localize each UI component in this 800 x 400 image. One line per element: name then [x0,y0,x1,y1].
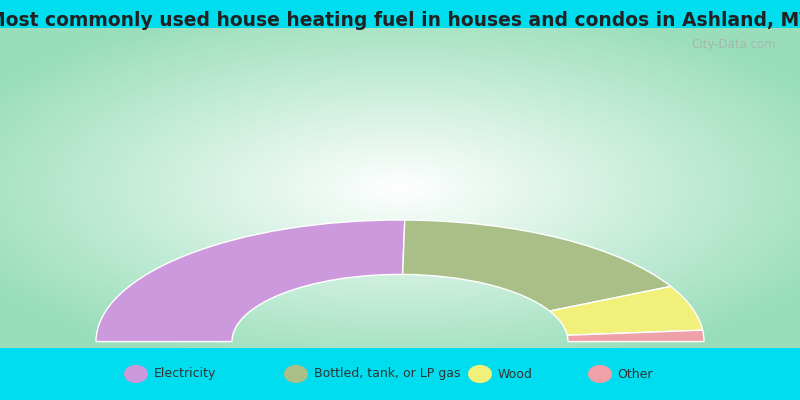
Text: Other: Other [618,368,653,380]
Text: Most commonly used house heating fuel in houses and condos in Ashland, MT: Most commonly used house heating fuel in… [0,10,800,30]
Wedge shape [96,220,405,342]
Ellipse shape [124,365,148,383]
Wedge shape [550,286,702,335]
Text: Wood: Wood [498,368,533,380]
Text: Bottled, tank, or LP gas: Bottled, tank, or LP gas [314,368,460,380]
Text: City-Data.com: City-Data.com [691,38,776,51]
Ellipse shape [284,365,308,383]
Text: Electricity: Electricity [154,368,216,380]
Wedge shape [402,220,671,311]
Ellipse shape [588,365,612,383]
Wedge shape [567,330,704,342]
Ellipse shape [468,365,492,383]
